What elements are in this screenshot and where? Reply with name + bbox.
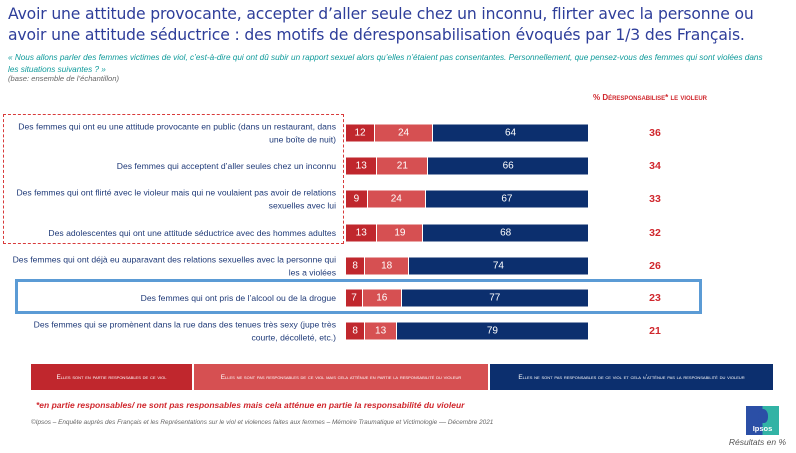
bar-segment-attenuates: 21 bbox=[377, 157, 429, 175]
stacked-bar: 8 18 74 bbox=[346, 257, 588, 275]
sample-base: (base: ensemble de l’échantillon) bbox=[8, 74, 120, 83]
score-value: 23 bbox=[649, 292, 661, 304]
stacked-bar: 13 19 68 bbox=[346, 224, 588, 242]
category-label: Des femmes qui ont eu une attitude provo… bbox=[18, 121, 336, 145]
bar-segment-not-responsible: 77 bbox=[401, 289, 588, 307]
bar-segment-attenuates: 16 bbox=[362, 289, 402, 307]
score-value: 36 bbox=[649, 127, 661, 139]
bar-segment-partly-responsible: 13 bbox=[346, 224, 378, 242]
bar-segment-partly-responsible: 13 bbox=[346, 157, 378, 175]
legend-item-not-responsible: Elles ne sont pas responsables de ce vio… bbox=[490, 364, 773, 390]
bar-segment-attenuates: 19 bbox=[377, 224, 424, 242]
bar-segment-attenuates: 18 bbox=[365, 257, 409, 275]
logo-head-icon bbox=[758, 409, 768, 423]
bar-segment-partly-responsible: 8 bbox=[346, 257, 366, 275]
score-value: 33 bbox=[649, 193, 661, 205]
stacked-bar: 8 13 79 bbox=[346, 322, 588, 340]
category-label: Des femmes qui ont pris de l’alcool ou d… bbox=[140, 292, 336, 303]
category-label: Des femmes qui acceptent d’aller seules … bbox=[116, 160, 336, 171]
bar-segment-attenuates: 24 bbox=[367, 190, 426, 208]
survey-question: « Nous allons parler des femmes victimes… bbox=[8, 53, 763, 74]
score-value: 32 bbox=[649, 227, 661, 239]
bar-segment-not-responsible: 66 bbox=[428, 157, 588, 175]
bar-segment-partly-responsible: 8 bbox=[346, 322, 366, 340]
legend-item-partly-responsible: Elles sont en partie responsables de ce … bbox=[31, 364, 192, 390]
bar-segment-partly-responsible: 9 bbox=[346, 190, 368, 208]
stacked-bar: 7 16 77 bbox=[346, 289, 588, 307]
category-label: Des femmes qui se promènent dans la rue … bbox=[33, 319, 336, 343]
score-value: 21 bbox=[649, 325, 661, 337]
row-highlight-box bbox=[15, 279, 702, 314]
bar-segment-not-responsible: 64 bbox=[433, 124, 588, 142]
results-unit-note: Résultats en % bbox=[728, 437, 786, 447]
bar-segment-partly-responsible: 7 bbox=[346, 289, 363, 307]
group-highlight-dashed-box bbox=[3, 114, 344, 244]
bar-segment-partly-responsible: 12 bbox=[346, 124, 376, 142]
legend-item-attenuates: Elles ne sont pas responsables de ce vio… bbox=[194, 364, 488, 390]
source-note: ©Ipsos – Enquête auprès des Français et … bbox=[31, 419, 494, 426]
footnote: *en partie responsables/ ne sont pas res… bbox=[36, 400, 465, 410]
category-label: Des femmes qui ont déjà eu auparavant de… bbox=[12, 254, 336, 278]
bar-segment-not-responsible: 67 bbox=[425, 190, 588, 208]
score-value: 26 bbox=[649, 260, 661, 272]
logo-text: Ipsos bbox=[752, 424, 773, 433]
bar-segment-attenuates: 24 bbox=[375, 124, 434, 142]
stacked-bar: 12 24 64 bbox=[346, 124, 588, 142]
ipsos-logo: Ipsos bbox=[746, 406, 779, 435]
bar-segment-not-responsible: 68 bbox=[423, 224, 588, 242]
page-title: Avoir une attitude provocante, accepter … bbox=[8, 5, 754, 44]
bar-segment-not-responsible: 79 bbox=[396, 322, 588, 340]
score-column-header: % Déresponsabilise* le violeur bbox=[592, 93, 708, 102]
score-value: 34 bbox=[649, 160, 661, 172]
category-label: Des femmes qui ont flirté avec le violeu… bbox=[16, 187, 336, 211]
category-label: Des adolescentes qui ont une attitude sé… bbox=[48, 227, 336, 238]
stacked-bar: 9 24 67 bbox=[346, 190, 588, 208]
bar-segment-not-responsible: 74 bbox=[408, 257, 588, 275]
stacked-bar: 13 21 66 bbox=[346, 157, 588, 175]
bar-segment-attenuates: 13 bbox=[365, 322, 397, 340]
